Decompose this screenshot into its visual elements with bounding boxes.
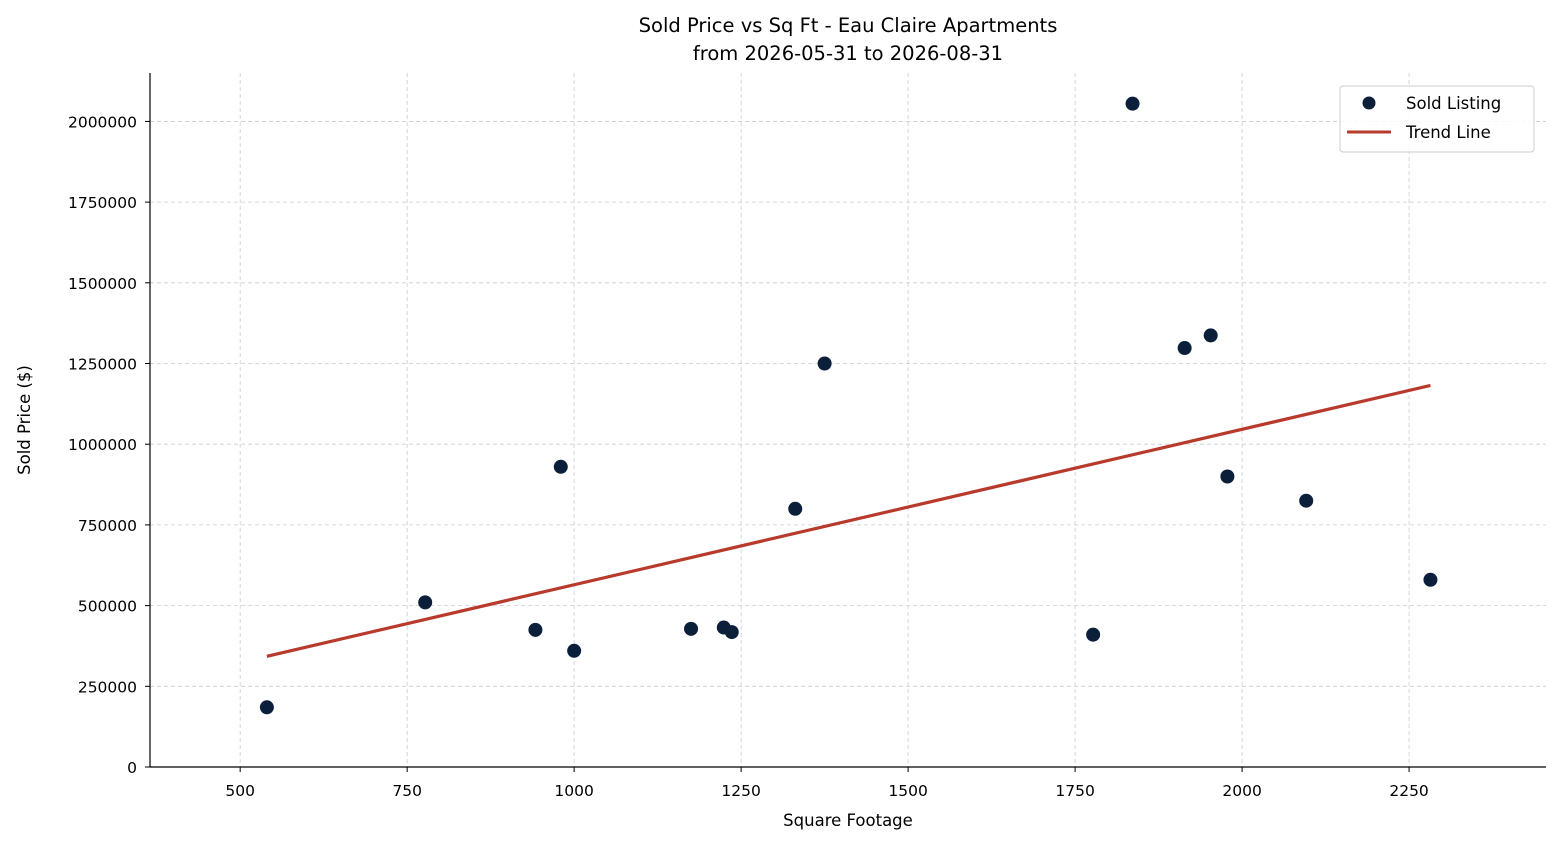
x-tick-label: 500 [225, 782, 255, 800]
chart-subtitle: from 2026-05-31 to 2026-08-31 [693, 42, 1003, 65]
y-tick-label: 1750000 [68, 194, 137, 212]
legend-marker-sold-listing [1362, 96, 1376, 110]
trend-line [266, 383, 1431, 658]
y-tick-label: 500000 [78, 598, 137, 616]
sold-listing-point [553, 459, 568, 474]
sold-listing-point [817, 356, 832, 371]
x-tick-label: 750 [392, 782, 422, 800]
grid [150, 73, 1546, 768]
sold-listing-point [1423, 572, 1438, 587]
sold-listing-point [259, 700, 274, 715]
x-tick-label: 1750 [1055, 782, 1094, 800]
y-tick-label: 0 [127, 759, 137, 777]
legend-box [1339, 85, 1535, 153]
x-tick-label: 1500 [888, 782, 927, 800]
sold-listing-point [1086, 627, 1101, 642]
sold-listing-point [788, 501, 803, 516]
x-tick-label: 2250 [1389, 782, 1428, 800]
sold-listing-point [418, 595, 433, 610]
y-axis-label: Sold Price ($) [15, 365, 34, 475]
y-tick-label: 2000000 [68, 113, 137, 131]
trend-line-layer [266, 383, 1431, 658]
x-axis-ticks: 500 750 1000 1250 1500 1750 2000 2250 [225, 767, 1429, 800]
y-tick-label: 750000 [78, 517, 137, 535]
sold-listing-point [1125, 96, 1140, 111]
sold-listing-point [684, 621, 699, 636]
sold-listing-point [724, 625, 739, 640]
x-axis-label: Square Footage [783, 811, 913, 830]
sold-listing-point [1177, 341, 1192, 356]
x-tick-label: 1250 [721, 782, 760, 800]
x-tick-label: 1000 [554, 782, 593, 800]
sold-listing-point [1220, 469, 1235, 484]
legend-label-sold-listing: Sold Listing [1406, 94, 1501, 113]
y-tick-label: 1000000 [68, 436, 137, 454]
sold-listing-point [528, 622, 543, 637]
chart-title: Sold Price vs Sq Ft - Eau Claire Apartme… [639, 14, 1058, 37]
y-axis-ticks: 0 250000 500000 750000 1000000 1250000 1500000… [68, 113, 150, 777]
sold-listing-point [1203, 328, 1218, 343]
legend: Sold Listing Trend Line [1339, 85, 1535, 153]
sold-listing-point [1299, 493, 1314, 508]
legend-label-trend-line: Trend Line [1405, 123, 1491, 142]
y-tick-label: 250000 [78, 678, 137, 696]
sold-listing-point [567, 643, 582, 658]
x-tick-label: 2000 [1222, 782, 1261, 800]
scatter-points-layer [259, 96, 1438, 715]
y-tick-label: 1250000 [68, 356, 137, 374]
y-tick-label: 1500000 [68, 275, 137, 293]
